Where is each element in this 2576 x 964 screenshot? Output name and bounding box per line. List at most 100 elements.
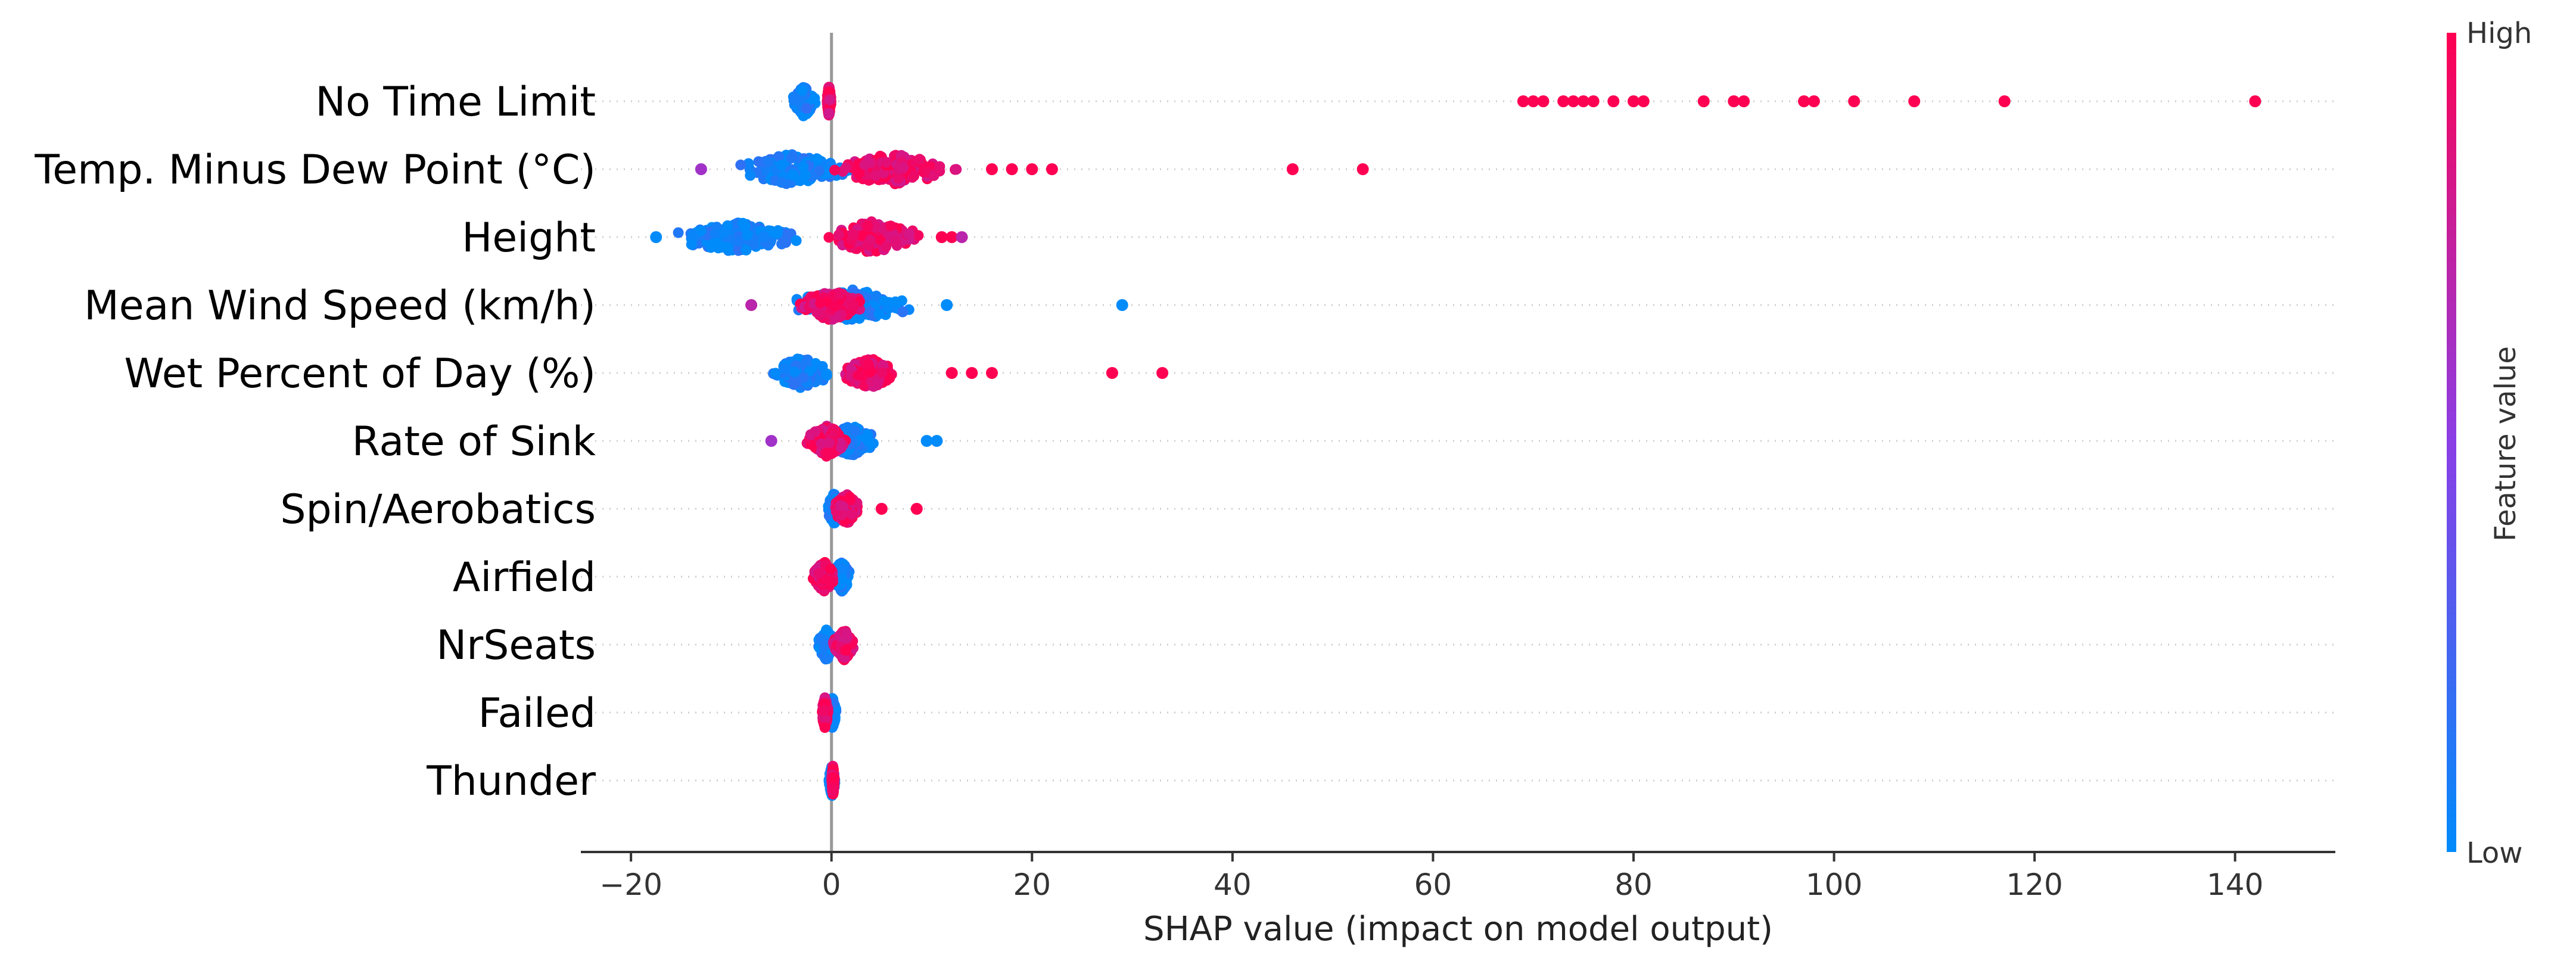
data-point (791, 235, 802, 246)
data-point (841, 627, 852, 639)
x-axis-title: SHAP value (impact on model output) (1143, 910, 1773, 949)
data-point (733, 235, 744, 247)
x-tick-label: 60 (1414, 867, 1452, 902)
data-point (850, 425, 860, 437)
data-point (863, 359, 874, 370)
outlier-point (745, 299, 758, 311)
data-point (773, 151, 785, 162)
x-tick-label: 100 (1806, 867, 1862, 902)
data-point (776, 160, 787, 170)
data-point (811, 307, 823, 318)
data-point (821, 624, 832, 636)
data-point (801, 356, 811, 368)
x-tick-label: 80 (1614, 867, 1653, 902)
data-point (817, 361, 828, 372)
outlier-point (956, 231, 968, 243)
data-point (815, 297, 826, 309)
data-point (816, 438, 827, 449)
data-point (820, 714, 831, 725)
data-point (809, 92, 820, 104)
feature-label: Spin/Aerobatics (280, 486, 596, 533)
outlier-point (1697, 95, 1710, 107)
data-point (870, 170, 881, 181)
data-point (854, 313, 865, 324)
colorbar: High Low Feature value (2447, 17, 2532, 870)
data-point (786, 153, 797, 164)
outlier-point (1637, 95, 1650, 107)
data-point (758, 231, 770, 242)
data-point (835, 500, 846, 511)
data-point (876, 367, 888, 378)
colorbar-title: Feature value (2489, 346, 2522, 542)
feature-label: No Time Limit (315, 79, 596, 126)
data-point (835, 289, 845, 300)
outlier-point (945, 367, 958, 379)
outlier-point (875, 503, 888, 515)
data-point (951, 164, 962, 175)
feature-label: Rate of Sink (352, 418, 596, 465)
outlier-point (1628, 95, 1639, 107)
data-point (870, 290, 882, 301)
data-point (909, 170, 919, 182)
data-point (836, 442, 847, 453)
data-point (824, 94, 835, 105)
data-point (821, 370, 832, 381)
outlier-point (695, 163, 707, 175)
outlier-point (1517, 95, 1529, 107)
data-point (819, 705, 830, 716)
data-point (914, 154, 925, 165)
feature-label: NrSeats (436, 622, 596, 669)
outlier-point (931, 435, 943, 447)
data-point (823, 86, 835, 97)
feature-labels: No Time Limit Temp. Minus Dew Point (°C) H… (34, 79, 596, 805)
x-tick-label: 140 (2207, 867, 2263, 902)
data-point (897, 306, 909, 318)
feature-label: Wet Percent of Day (%) (124, 350, 596, 397)
data-point (856, 230, 867, 241)
data-point (797, 85, 808, 96)
outlier-point (1006, 163, 1018, 175)
data-point (873, 309, 885, 320)
outlier-point (1557, 95, 1570, 107)
outlier-point (1728, 95, 1740, 107)
data-point (881, 157, 892, 168)
data-point (776, 177, 788, 188)
data-point (823, 108, 835, 119)
scatter-points (650, 82, 2261, 801)
outlier-point (1587, 95, 1600, 107)
outlier-point (1046, 163, 1058, 175)
feature-label: Temp. Minus Dew Point (°C) (34, 147, 596, 194)
data-point (823, 232, 835, 243)
outlier-point (1848, 95, 1861, 107)
data-point (710, 228, 721, 240)
colorbar-low-label: Low (2466, 836, 2523, 870)
data-point (788, 170, 798, 181)
feature-label: Thunder (426, 758, 596, 805)
data-point (853, 370, 864, 381)
data-point (789, 366, 800, 377)
data-point (847, 509, 858, 520)
data-point (801, 103, 812, 114)
outlier-point (1998, 95, 2011, 107)
data-point (884, 372, 895, 384)
data-point (840, 645, 851, 656)
data-point (770, 368, 781, 379)
data-point (829, 301, 841, 312)
data-point (673, 227, 684, 238)
data-point (687, 229, 698, 241)
data-point (813, 568, 825, 579)
feature-label: Failed (478, 690, 596, 737)
outlier-point (966, 367, 978, 379)
outlier-point (2249, 95, 2261, 107)
data-point (798, 372, 809, 383)
data-point (813, 165, 825, 176)
colorbar-high-label: High (2466, 17, 2532, 50)
data-point (841, 162, 851, 173)
outlier-point (1807, 95, 1820, 107)
data-point (718, 227, 729, 238)
data-point (822, 447, 833, 459)
data-point (742, 229, 753, 241)
data-point (848, 300, 859, 311)
data-point (763, 157, 774, 168)
data-point (872, 378, 883, 389)
